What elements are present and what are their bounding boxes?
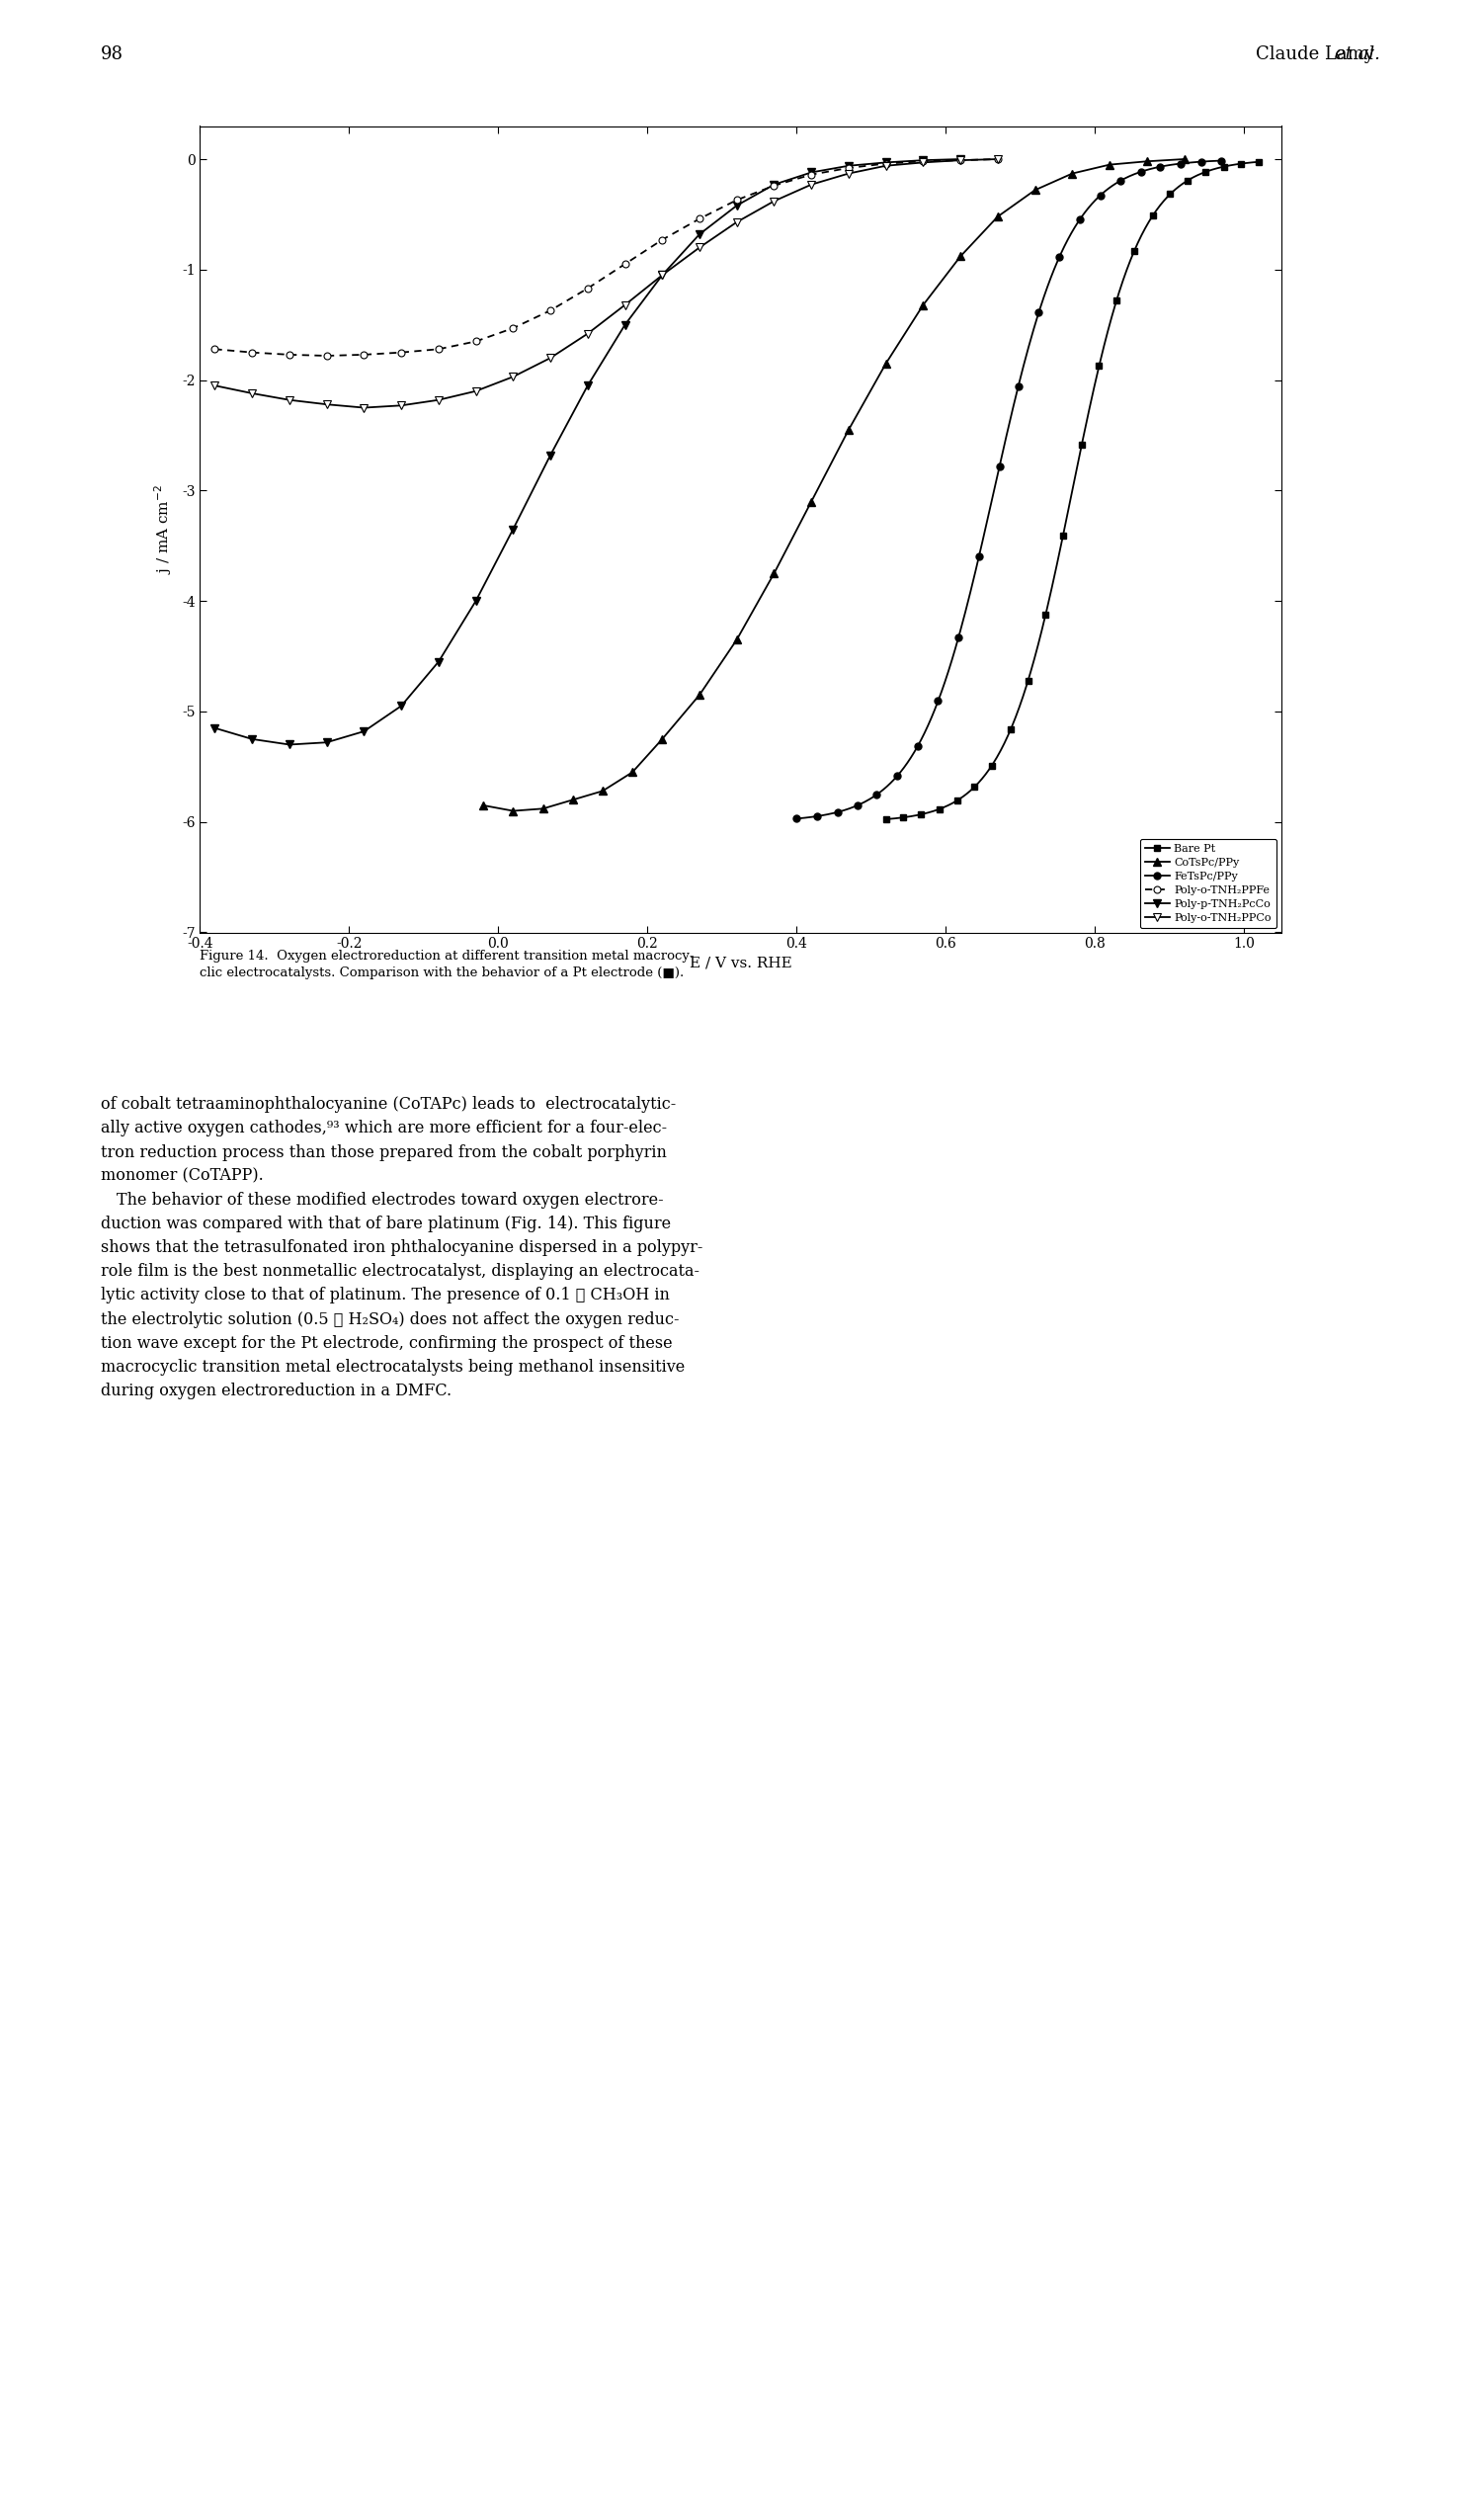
- Text: Figure 14.  Oxygen electroreduction at different transition metal macrocy-
clic : Figure 14. Oxygen electroreduction at di…: [200, 950, 695, 980]
- Y-axis label: j / mA cm$^{-2}$: j / mA cm$^{-2}$: [153, 484, 173, 575]
- Text: et al.: et al.: [1334, 45, 1380, 63]
- X-axis label: E / V vs. RHE: E / V vs. RHE: [689, 958, 792, 970]
- Text: Claude Lamy et al.: Claude Lamy et al.: [1210, 45, 1380, 63]
- Legend: Bare Pt, CoTsPc/PPy, FeTsPc/PPy, Poly-o-TNH₂PPFe, Poly-p-TNH₂PcCo, Poly-o-TNH₂PP: Bare Pt, CoTsPc/PPy, FeTsPc/PPy, Poly-o-…: [1140, 839, 1277, 927]
- Text: Claude Lamy: Claude Lamy: [1256, 45, 1380, 63]
- Text: 98: 98: [101, 45, 123, 63]
- Text: of cobalt tetraaminophthalocyanine (CoTAPc) leads to  electrocatalytic-
ally act: of cobalt tetraaminophthalocyanine (CoTA…: [101, 1096, 703, 1399]
